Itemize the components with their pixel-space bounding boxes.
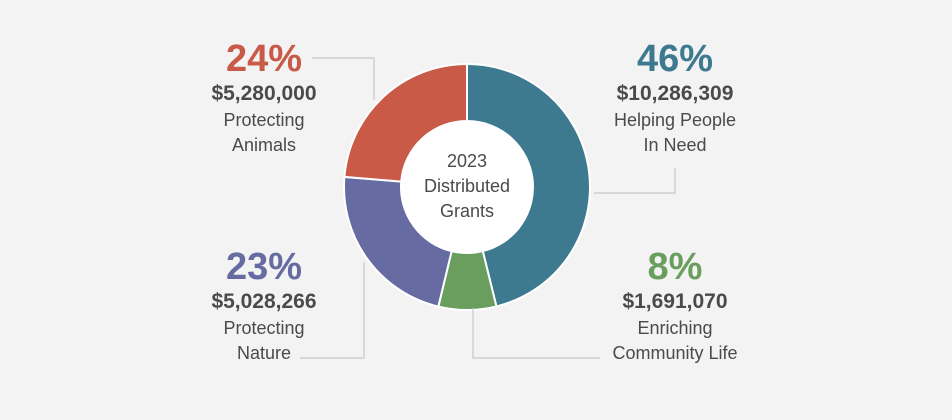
- amount-community-life: $1,691,070: [622, 290, 728, 313]
- name-line1-community-life: Enriching: [637, 318, 713, 338]
- label-community-life: 8% $1,691,070 Enriching Community Life: [575, 246, 775, 366]
- amount-protecting-animals: $5,280,000: [211, 82, 317, 105]
- center-year: 2023: [446, 151, 488, 171]
- leader-line-protecting-animals: [312, 57, 375, 100]
- center-line1: Distributed: [423, 176, 511, 196]
- center-label: 2023 Distributed Grants: [397, 149, 537, 224]
- amount-protecting-nature: $5,028,266: [211, 290, 317, 313]
- name-line1-protecting-nature: Protecting: [223, 318, 305, 338]
- percent-protecting-nature: 23%: [225, 246, 303, 288]
- name-line1-helping-people: Helping People: [613, 110, 737, 130]
- label-protecting-nature: 23% $5,028,266 Protecting Nature: [164, 246, 364, 366]
- name-line2-community-life: Community Life: [612, 343, 738, 363]
- leader-line-protecting-nature: [300, 262, 365, 359]
- leader-line-helping-people: [594, 168, 676, 194]
- leader-line-community-life: [472, 308, 600, 359]
- percent-community-life: 8%: [647, 246, 703, 288]
- center-line2: Grants: [439, 201, 495, 221]
- name-line2-helping-people: In Need: [643, 135, 707, 155]
- name-line2-protecting-animals: Animals: [231, 135, 297, 155]
- name-line1-protecting-animals: Protecting: [223, 110, 305, 130]
- name-line2-protecting-nature: Nature: [236, 343, 292, 363]
- amount-helping-people: $10,286,309: [616, 82, 734, 105]
- label-protecting-animals: 24% $5,280,000 Protecting Animals: [164, 38, 364, 158]
- donut-hole: [401, 121, 533, 253]
- percent-helping-people: 46%: [636, 38, 714, 80]
- percent-protecting-animals: 24%: [225, 38, 303, 80]
- label-helping-people: 46% $10,286,309 Helping People In Need: [575, 38, 775, 158]
